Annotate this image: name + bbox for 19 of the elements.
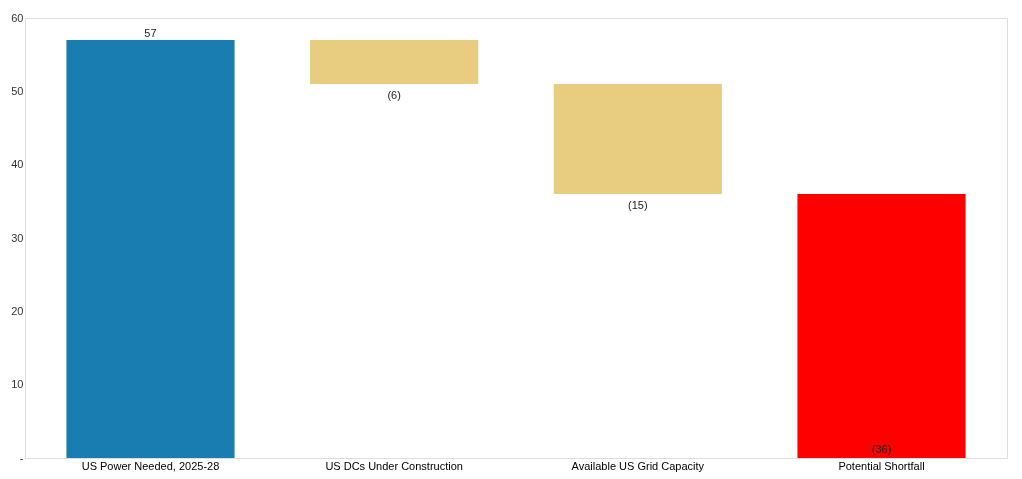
data-label: (36) <box>871 443 892 455</box>
y-tick-label: 40 <box>11 158 24 171</box>
x-tick-label: US DCs Under Construction <box>325 459 463 472</box>
bar <box>310 40 479 84</box>
x-tick-label: US Power Needed, 2025-28 <box>81 459 220 472</box>
data-label: 57 <box>144 27 157 39</box>
y-tick-label: 50 <box>11 84 24 97</box>
y-tick-label: 20 <box>11 304 24 317</box>
x-tick-label: Available US Grid Capacity <box>571 459 705 472</box>
data-label: (6) <box>387 89 401 101</box>
y-tick-label: - <box>19 451 24 464</box>
bar <box>797 194 966 458</box>
bar <box>66 40 235 458</box>
x-tick-label: Potential Shortfall <box>838 459 925 472</box>
y-tick-label: 10 <box>11 378 24 391</box>
bar <box>553 84 722 194</box>
data-label: (15) <box>628 199 648 211</box>
y-tick-label: 60 <box>11 11 24 24</box>
y-tick-label: 30 <box>11 231 24 244</box>
